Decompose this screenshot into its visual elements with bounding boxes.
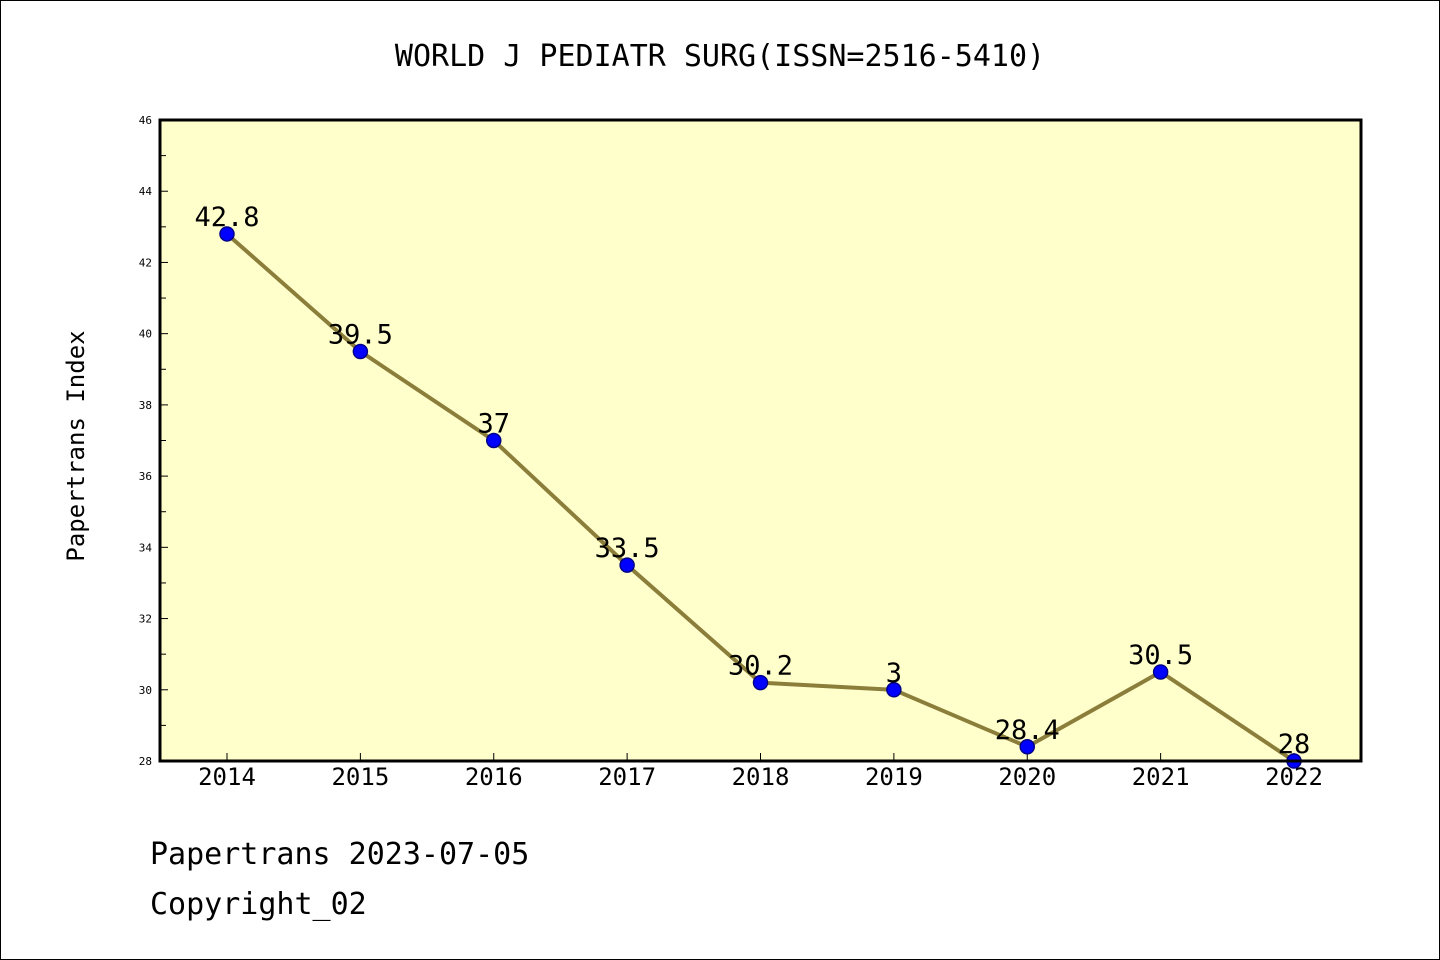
x-axis: 2014 2015 2016 2017 2018 2019 2020 2021 2022 bbox=[198, 753, 1323, 791]
x-tick-label: 2018 bbox=[732, 763, 790, 791]
x-tick-label: 2017 bbox=[598, 763, 656, 791]
x-tick-label: 2020 bbox=[998, 763, 1056, 791]
y-tick-label: 34 bbox=[139, 541, 153, 554]
y-tick-label: 44 bbox=[139, 185, 153, 198]
data-label: 28.4 bbox=[995, 715, 1060, 746]
footer-copyright: Copyright_02 bbox=[150, 887, 367, 922]
data-label: 30.5 bbox=[1128, 640, 1193, 671]
plot-border bbox=[158, 118, 1363, 763]
data-label: 3 bbox=[886, 658, 902, 689]
chart-title: WORLD J PEDIATR SURG(ISSN=2516-5410) bbox=[395, 39, 1045, 74]
y-axis: 28 30 32 34 36 38 40 42 44 46 bbox=[139, 114, 168, 768]
y-tick-label: 40 bbox=[139, 328, 152, 341]
y-tick-label: 30 bbox=[139, 684, 152, 697]
x-tick-label: 2015 bbox=[331, 763, 389, 791]
data-label: 42.8 bbox=[194, 202, 259, 233]
data-label: 30.2 bbox=[728, 651, 793, 682]
y-tick-label: 42 bbox=[139, 256, 152, 269]
x-tick-label: 2021 bbox=[1132, 763, 1190, 791]
data-point bbox=[219, 226, 235, 242]
data-label: 33.5 bbox=[595, 533, 660, 564]
x-tick-label: 2016 bbox=[465, 763, 523, 791]
plot-area bbox=[160, 120, 1361, 761]
x-tick-label: 2019 bbox=[865, 763, 923, 791]
y-tick-label: 28 bbox=[139, 755, 152, 768]
y-axis-label: Papertrans Index bbox=[62, 330, 90, 561]
y-tick-label: 46 bbox=[139, 114, 152, 127]
series-line-group: 42.8 39.5 37 33.5 30.2 3 28.4 30.5 28 bbox=[194, 202, 1311, 769]
data-label: 39.5 bbox=[328, 319, 393, 350]
data-point bbox=[886, 682, 902, 698]
y-tick-label: 32 bbox=[139, 613, 152, 626]
data-point bbox=[619, 557, 635, 573]
data-point bbox=[752, 674, 769, 691]
x-tick-label: 2014 bbox=[198, 763, 256, 791]
data-label: 37 bbox=[477, 409, 510, 440]
footer-date: Papertrans 2023-07-05 bbox=[150, 837, 529, 872]
data-point bbox=[352, 343, 369, 360]
data-label: 28 bbox=[1278, 729, 1311, 760]
y-tick-label: 38 bbox=[139, 399, 152, 412]
data-point bbox=[1152, 664, 1169, 680]
data-point bbox=[486, 432, 502, 449]
y-tick-label: 36 bbox=[139, 470, 152, 483]
data-point bbox=[1019, 739, 1035, 755]
